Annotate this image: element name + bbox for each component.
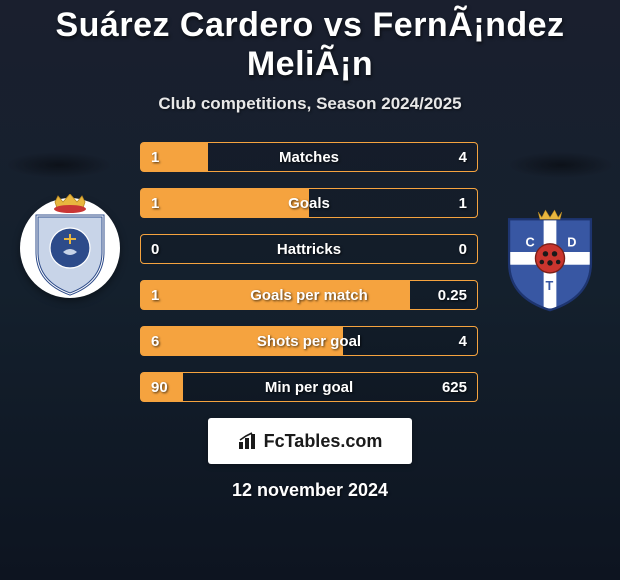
stat-label: Min per goal <box>141 379 477 396</box>
stat-label: Hattricks <box>141 241 477 258</box>
svg-text:C: C <box>525 235 534 250</box>
stat-value-right: 0.25 <box>438 287 467 304</box>
comparison-date: 12 november 2024 <box>0 480 620 501</box>
chart-icon <box>238 432 260 450</box>
stat-row: 1Goals per match0.25 <box>140 280 478 310</box>
crest-right-svg: C D T <box>500 203 600 321</box>
stat-label: Shots per goal <box>141 333 477 350</box>
shadow-left <box>6 152 112 178</box>
comparison-title: Suárez Cardero vs FernÃ¡ndez MeliÃ¡n <box>0 0 620 84</box>
stat-value-right: 4 <box>459 149 467 166</box>
team-crest-left <box>20 198 120 298</box>
stat-value-right: 1 <box>459 195 467 212</box>
crest-left-svg <box>25 194 115 302</box>
stat-row: 0Hattricks0 <box>140 234 478 264</box>
svg-text:T: T <box>545 278 553 293</box>
team-crest-right: C D T <box>500 212 600 312</box>
comparison-content: C D T 1Matches41Goals10Hattricks01Goals … <box>0 142 620 501</box>
stat-row: 1Matches4 <box>140 142 478 172</box>
svg-text:D: D <box>567 235 576 250</box>
stat-row: 1Goals1 <box>140 188 478 218</box>
stat-row: 90Min per goal625 <box>140 372 478 402</box>
stat-value-right: 0 <box>459 241 467 258</box>
stat-row: 6Shots per goal4 <box>140 326 478 356</box>
comparison-subtitle: Club competitions, Season 2024/2025 <box>0 94 620 114</box>
shadow-right <box>508 152 614 178</box>
stat-label: Goals per match <box>141 287 477 304</box>
brand-box: FcTables.com <box>208 418 412 464</box>
stat-value-right: 625 <box>442 379 467 396</box>
stat-value-right: 4 <box>459 333 467 350</box>
stat-label: Goals <box>141 195 477 212</box>
stat-bars: 1Matches41Goals10Hattricks01Goals per ma… <box>140 142 478 402</box>
stat-label: Matches <box>141 149 477 166</box>
crown-icon <box>54 194 86 213</box>
brand-label: FcTables.com <box>264 431 383 452</box>
brand-text: FcTables.com <box>238 431 383 452</box>
